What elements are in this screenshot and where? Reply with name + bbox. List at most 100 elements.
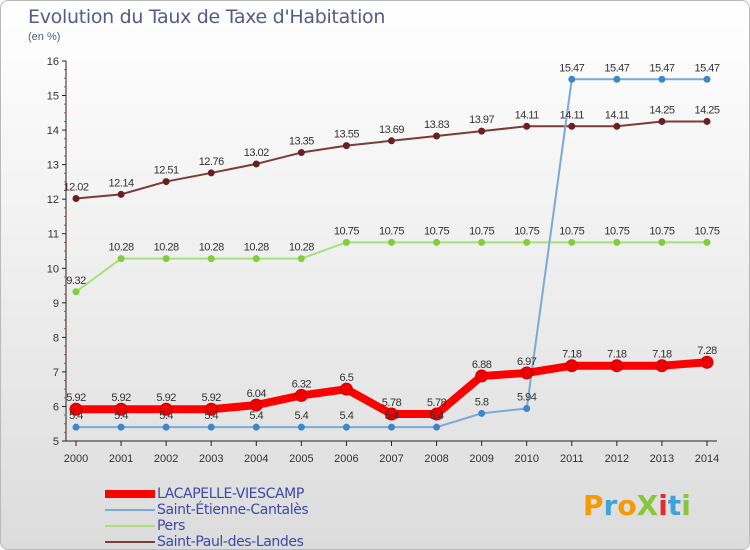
- data-point: [610, 359, 624, 373]
- data-point: [700, 355, 714, 369]
- data-label: 14.25: [694, 104, 719, 116]
- data-point: [342, 142, 350, 150]
- x-tick-label: 2008: [424, 453, 448, 465]
- data-point: [475, 369, 489, 383]
- data-label: 6.88: [472, 359, 492, 371]
- logo-letter: o: [617, 489, 637, 522]
- data-label: 12.14: [109, 177, 134, 189]
- data-point: [204, 402, 218, 416]
- data-label: 7.18: [562, 349, 582, 361]
- data-label: 10.75: [424, 225, 449, 237]
- data-point: [297, 423, 305, 431]
- data-label: 13.83: [424, 119, 449, 131]
- data-label: 6.32: [292, 378, 312, 390]
- legend-item: Pers: [105, 518, 308, 534]
- data-point: [342, 423, 350, 431]
- data-point: [117, 255, 125, 263]
- y-tick-label: 11: [48, 229, 59, 241]
- data-point: [294, 388, 308, 402]
- legend-label: LACAPELLE-VIESCAMP: [157, 486, 304, 502]
- data-point: [565, 359, 579, 373]
- chart-legend: LACAPELLE-VIESCAMP Saint-Étienne-Cantalès…: [105, 486, 309, 549]
- data-label: 5.92: [111, 392, 131, 404]
- data-point: [297, 255, 305, 263]
- data-label: 5.92: [202, 392, 222, 404]
- data-label: 5.94: [517, 392, 537, 404]
- data-point: [388, 423, 395, 431]
- data-label: 5.4: [159, 410, 173, 422]
- data-point: [568, 75, 576, 83]
- data-point: [252, 423, 260, 431]
- data-point: [207, 169, 215, 177]
- data-label: 10.75: [604, 225, 629, 237]
- data-label: 10.28: [154, 242, 179, 254]
- data-label: 13.35: [289, 136, 314, 148]
- data-label: 5.78: [427, 397, 447, 409]
- data-point: [655, 359, 669, 373]
- data-point: [523, 238, 531, 246]
- data-label: 5.4: [385, 410, 399, 422]
- legend-swatch: [105, 525, 155, 527]
- y-tick-label: 15: [47, 91, 59, 103]
- data-label: 6.04: [247, 388, 267, 400]
- y-tick-label: 14: [47, 125, 59, 137]
- data-point: [658, 117, 666, 125]
- data-point: [388, 137, 395, 145]
- data-label: 10.75: [559, 225, 584, 237]
- data-label: 7.18: [652, 349, 672, 361]
- data-point: [703, 117, 711, 125]
- data-point: [523, 405, 531, 413]
- chart-title: Evolution du Taux de Taxe d'Habitation: [28, 6, 386, 28]
- data-label: 7.18: [607, 349, 627, 361]
- data-label: 10.75: [469, 225, 494, 237]
- data-point: [72, 423, 80, 431]
- data-label: 6.5: [340, 372, 354, 384]
- data-point: [613, 75, 621, 83]
- logo-letter: r: [603, 489, 618, 522]
- x-tick-label: 2007: [379, 453, 403, 465]
- logo-letter: i: [658, 489, 668, 522]
- data-point: [478, 238, 486, 246]
- y-tick-label: 10: [47, 263, 59, 275]
- y-tick-label: 6: [53, 401, 59, 413]
- data-label: 5.92: [66, 392, 86, 404]
- data-label: 14.25: [649, 104, 674, 116]
- x-tick-label: 2009: [469, 453, 493, 465]
- data-label: 10.28: [244, 242, 269, 254]
- x-tick-label: 2012: [605, 453, 629, 465]
- data-point: [117, 423, 125, 431]
- data-point: [658, 238, 666, 246]
- data-point: [613, 238, 621, 246]
- data-point: [703, 75, 711, 83]
- data-point: [520, 366, 534, 380]
- data-label: 5.8: [475, 396, 489, 408]
- data-point: [703, 238, 711, 246]
- data-point: [252, 255, 260, 263]
- x-tick-label: 2000: [64, 453, 88, 465]
- data-label: 10.75: [649, 225, 674, 237]
- data-label: 14.11: [560, 109, 585, 121]
- logo-letter: i: [681, 489, 691, 522]
- x-tick-label: 2006: [334, 453, 358, 465]
- data-label: 13.97: [469, 114, 494, 126]
- data-point: [385, 407, 398, 421]
- data-label: 13.69: [379, 124, 404, 136]
- data-label: 5.4: [114, 410, 128, 422]
- data-label: 10.75: [334, 225, 359, 237]
- data-label: 5.4: [430, 410, 444, 422]
- data-point: [478, 409, 486, 417]
- x-tick-label: 2010: [514, 453, 538, 465]
- data-point: [72, 194, 80, 202]
- legend-item: LACAPELLE-VIESCAMP: [105, 486, 308, 502]
- data-point: [69, 402, 83, 416]
- legend-item: Saint-Étienne-Cantalès: [105, 502, 309, 518]
- logo-letter: P: [583, 489, 604, 522]
- data-label: 7.28: [697, 345, 717, 357]
- data-label: 5.4: [340, 410, 354, 422]
- y-tick-label: 9: [53, 298, 59, 310]
- data-label: 12.51: [154, 165, 179, 177]
- data-point: [162, 423, 170, 431]
- legend-label: Saint-Étienne-Cantalès: [157, 502, 309, 518]
